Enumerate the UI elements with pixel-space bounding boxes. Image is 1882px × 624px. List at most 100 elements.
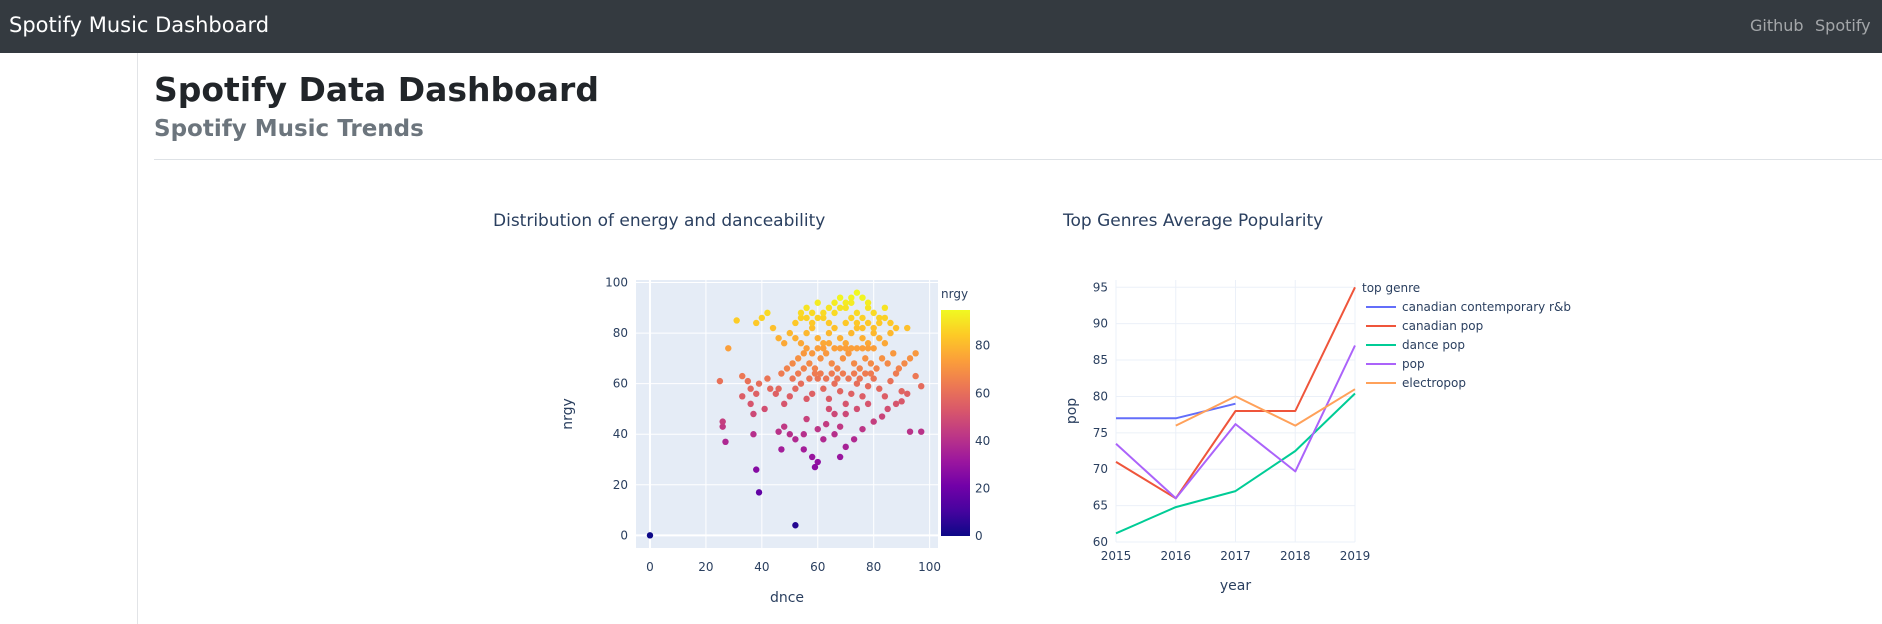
- line-chart[interactable]: Top Genres Average Popularity 2015 2016 201…: [1050, 200, 1670, 610]
- scatter-point: [878, 413, 886, 420]
- scatter-point: [912, 350, 919, 357]
- scatter-point: [864, 299, 872, 306]
- x-tick-label: 2018: [1280, 549, 1311, 563]
- scatter-point: [778, 370, 785, 377]
- scatter-point: [775, 334, 782, 342]
- scatter-point: [744, 377, 752, 385]
- x-tick-label: 2016: [1160, 549, 1191, 563]
- scatter-point: [716, 377, 724, 385]
- scatter-point: [859, 294, 866, 301]
- x-tick-label: 80: [866, 560, 881, 574]
- series-line: [1115, 286, 1356, 500]
- scatter-point: [800, 350, 807, 357]
- scatter-point: [828, 370, 835, 377]
- x-tick-label: 2019: [1340, 549, 1371, 563]
- scatter-point: [825, 340, 833, 347]
- nav-link-spotify[interactable]: Spotify: [1815, 16, 1871, 35]
- colorbar-tick-label: 80: [975, 339, 990, 353]
- scatter-point: [817, 370, 824, 377]
- colorbar-tick-label: 20: [975, 481, 990, 495]
- scatter-point: [839, 355, 847, 362]
- page-title: Spotify Data Dashboard: [154, 70, 599, 109]
- scatter-chart[interactable]: Distribution of energy and danceability 0…: [480, 200, 1000, 610]
- scatter-point: [842, 304, 849, 312]
- scatter-point: [808, 390, 816, 397]
- scatter-point: [836, 345, 844, 352]
- scatter-point: [792, 436, 799, 443]
- scatter-point: [755, 380, 763, 387]
- scatter-point: [842, 400, 849, 408]
- x-axis-label: dnce: [770, 590, 804, 606]
- x-tick-label: 40: [754, 560, 769, 574]
- colorbar-tick-label: 0: [975, 529, 983, 543]
- scatter-point: [825, 304, 833, 312]
- scatter-point: [856, 375, 863, 382]
- scatter-point: [820, 314, 827, 322]
- scatter-point: [820, 309, 827, 317]
- scatter-point: [895, 365, 903, 372]
- scatter-point: [904, 324, 911, 332]
- scatter-point: [792, 334, 799, 342]
- scatter-point: [767, 385, 774, 392]
- scatter-point: [831, 431, 838, 438]
- scatter-point: [811, 370, 819, 377]
- scatter-point: [808, 453, 816, 461]
- scatter-point: [836, 334, 844, 342]
- scatter-point: [859, 314, 866, 322]
- y-tick-label: 80: [1093, 389, 1108, 403]
- scatter-point: [853, 380, 861, 387]
- scatter-point: [831, 324, 838, 332]
- scatter-point: [892, 324, 900, 332]
- scatter-point: [800, 365, 807, 372]
- scatter-point: [803, 329, 810, 337]
- scatter-point: [803, 415, 810, 423]
- scatter-point: [878, 355, 886, 362]
- scatter-point: [806, 375, 813, 382]
- scatter-point: [739, 372, 746, 380]
- scatter-point: [862, 355, 869, 362]
- scatter-point: [892, 400, 900, 408]
- scatter-point: [811, 463, 819, 471]
- scatter-point: [814, 375, 821, 382]
- scatter-point: [781, 423, 788, 430]
- scatter-point: [876, 334, 883, 342]
- legend-item: canadian pop: [1402, 319, 1483, 333]
- scatter-point: [831, 410, 838, 418]
- scatter-point: [750, 410, 757, 418]
- scatter-point: [864, 400, 872, 408]
- scatter-point: [792, 385, 799, 392]
- scatter-point: [747, 400, 754, 408]
- scatter-point: [862, 370, 869, 377]
- y-axis-label: nrgy: [560, 398, 576, 430]
- scatter-point: [850, 436, 858, 443]
- scatter-point: [797, 380, 805, 387]
- scatter-point: [842, 443, 849, 451]
- scatter-point: [870, 309, 877, 317]
- scatter-point: [901, 360, 908, 367]
- plot-background: [636, 280, 938, 548]
- scatter-point: [881, 393, 889, 400]
- scatter-point: [876, 319, 883, 327]
- scatter-point: [906, 428, 914, 435]
- scatter-point: [808, 309, 816, 317]
- y-tick-label: 80: [613, 326, 628, 340]
- scatter-point: [786, 431, 793, 438]
- scatter-point: [808, 319, 816, 327]
- scatter-point: [831, 345, 838, 352]
- x-axis-label: year: [1220, 578, 1251, 594]
- scatter-point: [892, 370, 900, 377]
- scatter-point: [797, 314, 805, 322]
- scatter-point: [814, 458, 821, 466]
- scatter-point: [834, 365, 841, 372]
- scatter-point: [870, 324, 877, 332]
- navbar-brand[interactable]: Spotify Music Dashboard: [9, 13, 270, 37]
- scatter-point: [887, 377, 894, 385]
- scatter-point: [761, 405, 768, 413]
- nav-link-github[interactable]: Github: [1750, 16, 1804, 35]
- colorbar-tick-label: 60: [975, 386, 990, 400]
- x-tick-label: 0: [646, 560, 654, 574]
- scatter-point: [864, 304, 872, 312]
- scatter-point: [646, 532, 654, 539]
- scatter-point: [820, 385, 827, 392]
- scatter-point: [781, 340, 788, 347]
